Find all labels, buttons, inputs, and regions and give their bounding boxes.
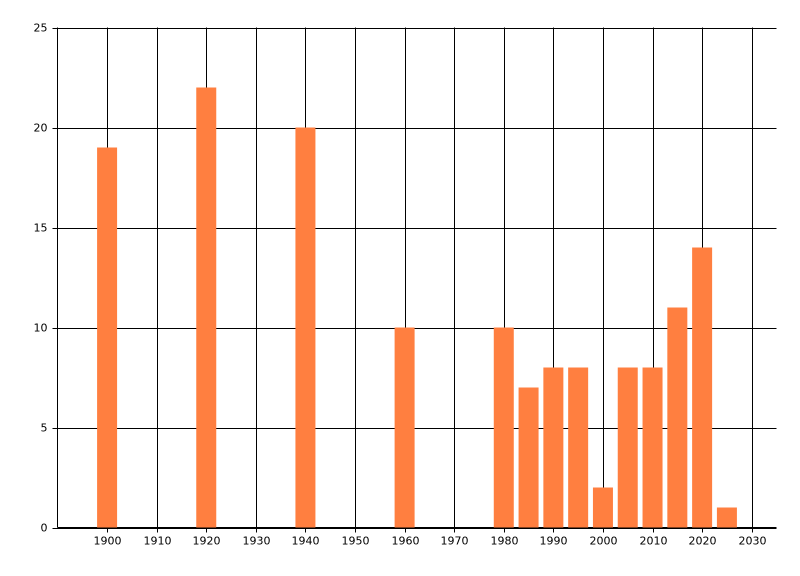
bar xyxy=(394,327,415,528)
x-tick-label: 1900 xyxy=(94,535,122,548)
x-tick-label: 1960 xyxy=(392,535,420,548)
x-tick-label: 1920 xyxy=(193,535,221,548)
x-tick-label: 2010 xyxy=(640,535,668,548)
y-tick-label: 15 xyxy=(34,222,48,235)
x-tick-label: 1990 xyxy=(540,535,568,548)
x-tick-label: 1980 xyxy=(491,535,519,548)
y-tick-label: 20 xyxy=(34,122,48,135)
x-tick-label: 1940 xyxy=(292,535,320,548)
y-tick-label: 10 xyxy=(34,322,48,335)
bar xyxy=(518,387,539,528)
bar xyxy=(617,367,638,528)
x-tick-label: 2000 xyxy=(590,535,618,548)
y-tick-label: 25 xyxy=(34,22,48,35)
x-tick-label: 1950 xyxy=(342,535,370,548)
bar xyxy=(592,487,613,528)
bar xyxy=(716,507,737,528)
bar xyxy=(642,367,663,528)
bar xyxy=(196,87,217,528)
x-tick-label: 2020 xyxy=(689,535,717,548)
x-tick-label: 1970 xyxy=(441,535,469,548)
y-tick-label: 0 xyxy=(41,522,48,535)
bar xyxy=(692,247,713,528)
bar xyxy=(543,367,564,528)
bar xyxy=(295,127,316,528)
bar xyxy=(667,307,688,528)
x-tick-label: 2030 xyxy=(739,535,767,548)
x-tick-label: 1910 xyxy=(144,535,172,548)
bar xyxy=(493,327,514,528)
bar xyxy=(97,147,118,528)
x-tick-label: 1930 xyxy=(243,535,271,548)
y-tick-label: 5 xyxy=(41,422,48,435)
bar xyxy=(568,367,589,528)
